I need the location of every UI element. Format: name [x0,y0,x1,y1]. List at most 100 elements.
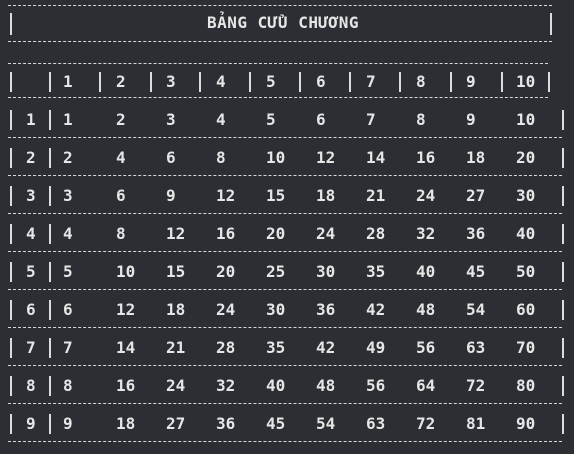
column-border [562,376,564,396]
header-cell: 9 [466,72,476,91]
table-cell: 30 [316,262,336,281]
table-cell: 9 [166,186,176,205]
table-cell: 63 [366,414,386,433]
table-cell: 54 [316,414,336,433]
table-cell: 42 [366,300,386,319]
column-border [399,72,401,92]
table-cell: 24 [416,186,436,205]
table-cell: 80 [516,376,536,395]
table-cell: 10 [516,110,536,129]
table-cell: 18 [316,186,336,205]
header-cell: 10 [516,72,536,91]
table-cell: 50 [516,262,536,281]
column-border [10,72,12,92]
column-border [10,13,12,35]
table-cell: 28 [216,338,236,357]
column-border [10,376,12,396]
table-cell: 40 [266,376,286,395]
column-border [49,376,51,396]
column-border [562,262,564,282]
table-cell: 18 [466,148,486,167]
table-cell: 7 [63,338,73,357]
header-cell: 1 [63,72,73,91]
column-border [562,186,564,206]
table-cell: 9 [466,110,476,129]
row-label: 1 [26,110,36,129]
header-cell: 3 [166,72,176,91]
table-cell: 1 [63,110,73,129]
table-title: BẢNG CỬU CHƯƠNG [207,13,359,32]
table-cell: 5 [63,262,73,281]
column-border [49,300,51,320]
row-label: 4 [26,224,36,243]
row-separator [8,289,562,290]
table-cell: 72 [416,414,436,433]
table-cell: 63 [466,338,486,357]
row-separator [8,365,562,366]
table-cell: 12 [166,224,186,243]
table-cell: 2 [63,148,73,167]
table-cell: 10 [266,148,286,167]
header-cell: 4 [216,72,226,91]
column-border [548,72,550,92]
table-cell: 4 [63,224,73,243]
table-cell: 81 [466,414,486,433]
row-separator [8,63,548,64]
header-cell: 2 [116,72,126,91]
column-border [199,72,201,92]
table-cell: 49 [366,338,386,357]
table-cell: 14 [366,148,386,167]
table-cell: 16 [216,224,236,243]
row-label: 3 [26,186,36,205]
table-cell: 4 [216,110,226,129]
table-cell: 35 [366,262,386,281]
row-label: 2 [26,148,36,167]
table-cell: 48 [316,376,336,395]
column-border [562,224,564,244]
table-cell: 10 [116,262,136,281]
column-border [10,224,12,244]
column-border [562,338,564,358]
table-cell: 8 [116,224,126,243]
table-cell: 6 [63,300,73,319]
table-cell: 36 [216,414,236,433]
column-border [49,186,51,206]
column-border [562,414,564,434]
table-cell: 35 [266,338,286,357]
table-cell: 40 [516,224,536,243]
table-cell: 54 [466,300,486,319]
row-separator [8,213,562,214]
table-cell: 24 [216,300,236,319]
column-border [10,262,12,282]
table-cell: 21 [366,186,386,205]
table-cell: 16 [416,148,436,167]
row-separator [8,137,562,138]
column-border [10,110,12,130]
table-cell: 16 [116,376,136,395]
column-border [349,72,351,92]
table-cell: 70 [516,338,536,357]
table-cell: 21 [166,338,186,357]
table-cell: 30 [266,300,286,319]
column-border [49,338,51,358]
table-cell: 24 [166,376,186,395]
table-cell: 8 [416,110,426,129]
column-border [49,414,51,434]
row-label: 6 [26,300,36,319]
table-cell: 18 [166,300,186,319]
row-label: 9 [26,414,36,433]
table-cell: 2 [116,110,126,129]
column-border [10,300,12,320]
column-border [49,72,51,92]
column-border [10,186,12,206]
table-cell: 18 [116,414,136,433]
table-cell: 9 [63,414,73,433]
row-separator [8,403,562,404]
column-border [150,72,152,92]
row-label: 7 [26,338,36,357]
table-cell: 56 [416,338,436,357]
table-cell: 36 [466,224,486,243]
column-border [562,110,564,130]
table-cell: 4 [116,148,126,167]
table-cell: 6 [316,110,326,129]
